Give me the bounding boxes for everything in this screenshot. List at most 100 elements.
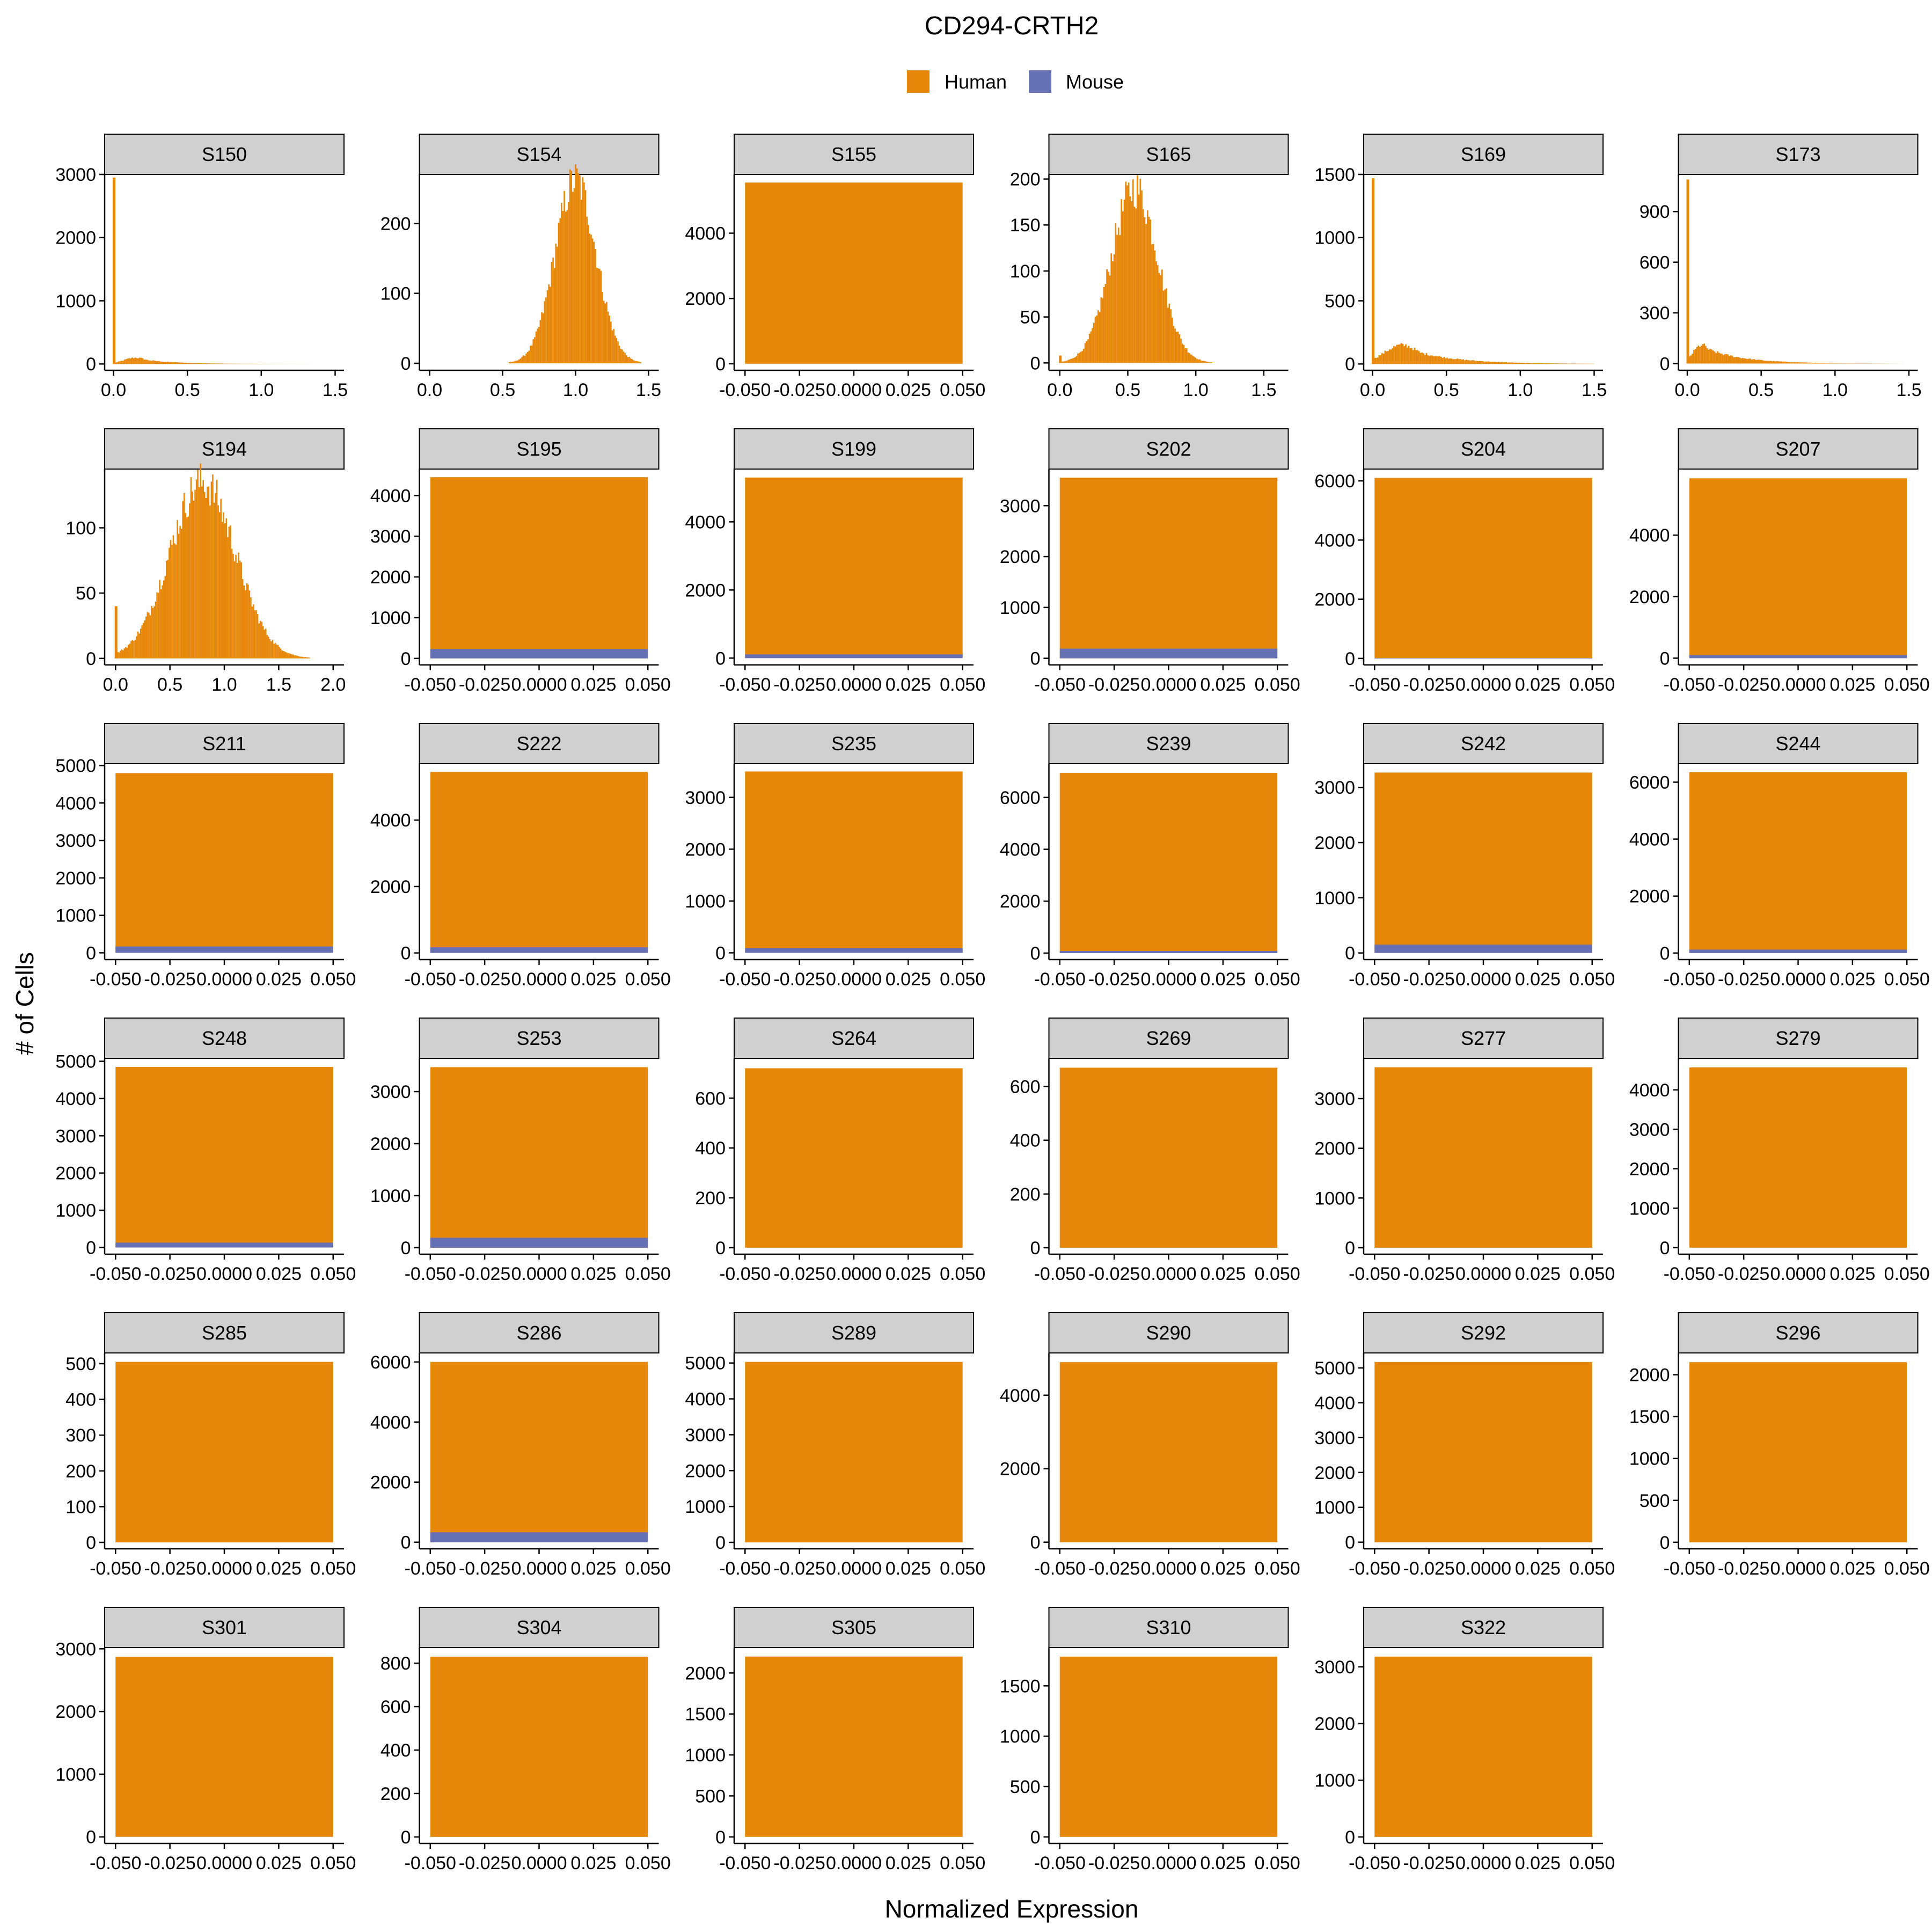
histogram-bar <box>575 164 576 363</box>
histogram-bar <box>1798 362 1800 364</box>
histogram-bar <box>1494 361 1496 364</box>
histogram-bar <box>538 326 540 363</box>
x-tick-label: -0.050 <box>719 969 771 990</box>
y-tick-label: 3000 <box>55 1639 96 1659</box>
histogram-bar <box>1190 354 1192 363</box>
y-tick-label: 0 <box>1660 1238 1670 1258</box>
histogram-bar <box>142 623 144 658</box>
y-tick-label: 2000 <box>55 868 96 889</box>
x-tick-label: 0.0000 <box>511 1558 567 1579</box>
histogram-bar <box>1074 357 1076 363</box>
histogram-bar <box>184 363 186 364</box>
mouse-bar <box>115 1242 333 1248</box>
facet-strip-label: S279 <box>1775 1027 1820 1049</box>
facet-strip <box>1363 1607 1604 1648</box>
histogram-bar <box>1739 357 1741 364</box>
histogram-bar <box>1779 361 1781 364</box>
histogram-bar <box>1205 361 1206 363</box>
x-tick-label: 0.025 <box>256 1853 302 1874</box>
histogram-bar <box>1770 361 1772 364</box>
y-tick-label: 2000 <box>1314 1139 1355 1159</box>
y-tick-label: 1000 <box>1629 1449 1670 1469</box>
y-tick-label: 1000 <box>370 608 411 628</box>
histogram-bar <box>1141 190 1143 363</box>
y-tick-label: 3000 <box>1314 1428 1355 1448</box>
human-bar <box>1689 478 1907 658</box>
legend: Human Mouse <box>907 70 1124 93</box>
x-tick-label: -0.050 <box>1349 1558 1400 1579</box>
facet-strip <box>104 428 345 470</box>
histogram-bar <box>1382 354 1385 364</box>
histogram-bar <box>568 202 569 363</box>
y-tick-label: 1000 <box>1314 228 1355 248</box>
y-tick-label: 3000 <box>1314 1089 1355 1109</box>
histogram-bar <box>143 359 145 364</box>
x-tick-label: -0.050 <box>90 1558 141 1579</box>
facet-panel-s202: S202 0 1000 2000 3000 -0.050 -0.025 0.0000 0.025… <box>1000 428 1300 695</box>
histogram-bar <box>1116 235 1118 363</box>
facet-strip <box>734 723 974 764</box>
x-tick-label: -0.025 <box>459 1264 510 1284</box>
histogram-bar <box>559 218 561 363</box>
histogram-bar <box>209 505 211 658</box>
histogram-bar <box>284 652 286 658</box>
y-tick-label: 0 <box>1030 353 1041 374</box>
histogram-bar <box>142 358 144 364</box>
mouse-bar <box>1689 949 1907 953</box>
facet-strip <box>419 428 660 470</box>
histogram-bar <box>187 363 189 364</box>
histogram-bar <box>614 335 616 363</box>
mouse-bar <box>1059 951 1278 953</box>
histogram-bar <box>223 512 224 658</box>
histogram-bar <box>1474 361 1476 364</box>
histogram-bar <box>183 493 185 658</box>
mouse-bar <box>430 1238 648 1248</box>
histogram-bar <box>1099 312 1101 363</box>
x-tick-label: 0.0000 <box>1141 675 1197 695</box>
y-tick-label: 4000 <box>1629 1080 1670 1101</box>
histogram-bar <box>1476 361 1477 364</box>
histogram-bar <box>1690 355 1692 364</box>
y-tick-label: 0 <box>1345 649 1355 669</box>
histogram-bar <box>1773 361 1775 364</box>
histogram-bar <box>1197 359 1199 363</box>
histogram-bar <box>302 656 303 658</box>
histogram-bar <box>1139 179 1141 363</box>
y-tick-label: 50 <box>76 583 96 604</box>
histogram-bar <box>245 590 246 658</box>
histogram-bar <box>1764 360 1766 364</box>
y-tick-label: 0 <box>401 943 411 964</box>
histogram-bar <box>1399 344 1401 364</box>
y-tick-label: 2000 <box>1000 891 1041 912</box>
facet-strip-label: S222 <box>516 733 561 755</box>
histogram-bar <box>1749 358 1751 364</box>
histogram-bar <box>209 363 211 364</box>
histogram-bar <box>121 361 123 364</box>
histogram-bar <box>1414 347 1416 364</box>
histogram-bar <box>248 590 251 658</box>
x-tick-label: 1.0 <box>1507 380 1533 400</box>
histogram-bar <box>1789 362 1791 364</box>
histogram-bar <box>1706 348 1708 364</box>
histogram-bar <box>1457 358 1459 364</box>
histogram-bar <box>1170 309 1172 363</box>
histogram-bar <box>1441 358 1444 364</box>
histogram-bar <box>1525 363 1526 364</box>
histogram-bar <box>1752 359 1754 364</box>
y-tick-label: 1500 <box>1314 165 1355 185</box>
y-tick-label: 4000 <box>685 224 726 244</box>
facet-strip <box>734 1018 974 1059</box>
y-tick-label: 3000 <box>1000 496 1041 516</box>
histogram-bar <box>1131 201 1132 363</box>
histogram-bar <box>148 360 150 364</box>
histogram-bar <box>294 655 295 658</box>
facet-strip-label: S296 <box>1775 1322 1820 1344</box>
histogram-bar <box>1097 310 1099 363</box>
x-tick-label: -0.025 <box>144 1264 195 1284</box>
y-tick-label: 1000 <box>685 891 726 912</box>
facet-strip <box>734 1312 974 1353</box>
histogram-bar <box>1081 351 1084 363</box>
histogram-bar <box>1209 362 1211 363</box>
